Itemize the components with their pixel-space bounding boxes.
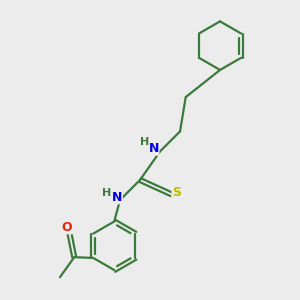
Text: N: N	[112, 191, 122, 204]
Text: H: H	[140, 137, 149, 147]
Text: S: S	[172, 186, 181, 200]
Text: N: N	[148, 142, 159, 155]
Text: H: H	[102, 188, 111, 198]
Text: O: O	[62, 221, 72, 234]
